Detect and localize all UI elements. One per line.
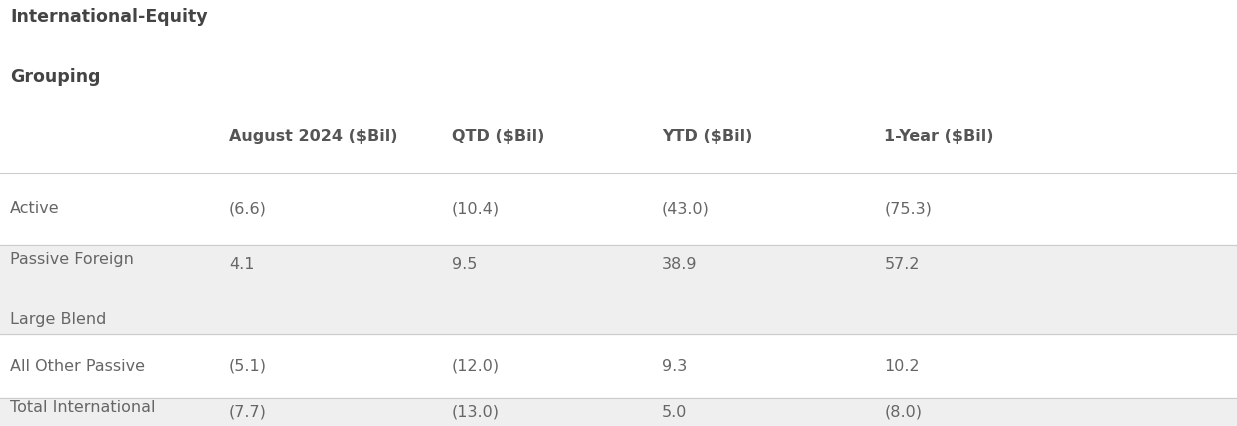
Text: 38.9: 38.9 (662, 256, 698, 272)
Text: Large Blend: Large Blend (10, 312, 106, 327)
Text: (13.0): (13.0) (452, 405, 500, 420)
Text: 1-Year ($Bil): 1-Year ($Bil) (884, 129, 995, 144)
Text: August 2024 ($Bil): August 2024 ($Bil) (229, 129, 397, 144)
Text: (75.3): (75.3) (884, 201, 933, 216)
Bar (0, 245, 1237, 334)
Text: (7.7): (7.7) (229, 405, 267, 420)
Text: 10.2: 10.2 (884, 359, 920, 374)
Text: Active: Active (10, 201, 59, 216)
Text: Total International: Total International (10, 400, 156, 415)
Text: 5.0: 5.0 (662, 405, 688, 420)
Text: (5.1): (5.1) (229, 359, 267, 374)
Text: 9.3: 9.3 (662, 359, 687, 374)
Text: International-Equity: International-Equity (10, 8, 208, 26)
Text: Grouping: Grouping (10, 68, 100, 86)
Text: (6.6): (6.6) (229, 201, 267, 216)
Text: 4.1: 4.1 (229, 256, 255, 272)
Text: (8.0): (8.0) (884, 405, 923, 420)
Text: All Other Passive: All Other Passive (10, 359, 145, 374)
Text: 57.2: 57.2 (884, 256, 920, 272)
Text: YTD ($Bil): YTD ($Bil) (662, 129, 752, 144)
Text: (12.0): (12.0) (452, 359, 500, 374)
Bar (0, 398, 1237, 426)
Text: (43.0): (43.0) (662, 201, 710, 216)
Text: Passive Foreign: Passive Foreign (10, 252, 134, 268)
Text: (10.4): (10.4) (452, 201, 500, 216)
Text: 9.5: 9.5 (452, 256, 477, 272)
Text: QTD ($Bil): QTD ($Bil) (452, 129, 544, 144)
